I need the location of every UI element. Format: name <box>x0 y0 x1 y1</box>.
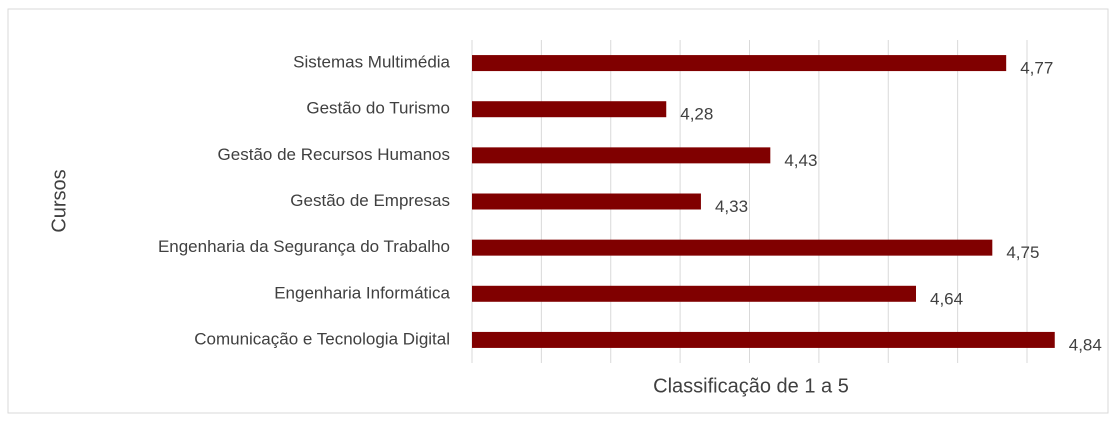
value-label: 4,64 <box>930 289 963 308</box>
y-tick-label: Gestão de Empresas <box>290 191 450 210</box>
bar <box>472 147 771 164</box>
bar <box>472 239 993 256</box>
bar <box>472 193 701 210</box>
bar <box>472 331 1055 348</box>
value-label: 4,33 <box>715 197 748 216</box>
y-tick-label: Engenharia da Segurança do Trabalho <box>158 237 450 256</box>
y-tick-label: Gestão de Recursos Humanos <box>218 145 450 164</box>
value-label: 4,28 <box>680 105 713 124</box>
value-label: 4,43 <box>784 151 817 170</box>
value-label: 4,77 <box>1020 59 1053 78</box>
bar <box>472 285 916 302</box>
y-axis-title: Cursos <box>48 169 70 232</box>
y-tick-label: Comunicação e Tecnologia Digital <box>194 329 450 348</box>
y-tick-label: Engenharia Informática <box>274 283 450 302</box>
y-tick-label: Gestão do Turismo <box>306 99 450 118</box>
bar <box>472 101 667 118</box>
value-label: 4,84 <box>1069 335 1102 354</box>
x-axis-title: Classificação de 1 a 5 <box>653 375 849 397</box>
value-label: 4,75 <box>1006 243 1039 262</box>
y-tick-label: Sistemas Multimédia <box>293 53 450 72</box>
bar <box>472 55 1007 72</box>
